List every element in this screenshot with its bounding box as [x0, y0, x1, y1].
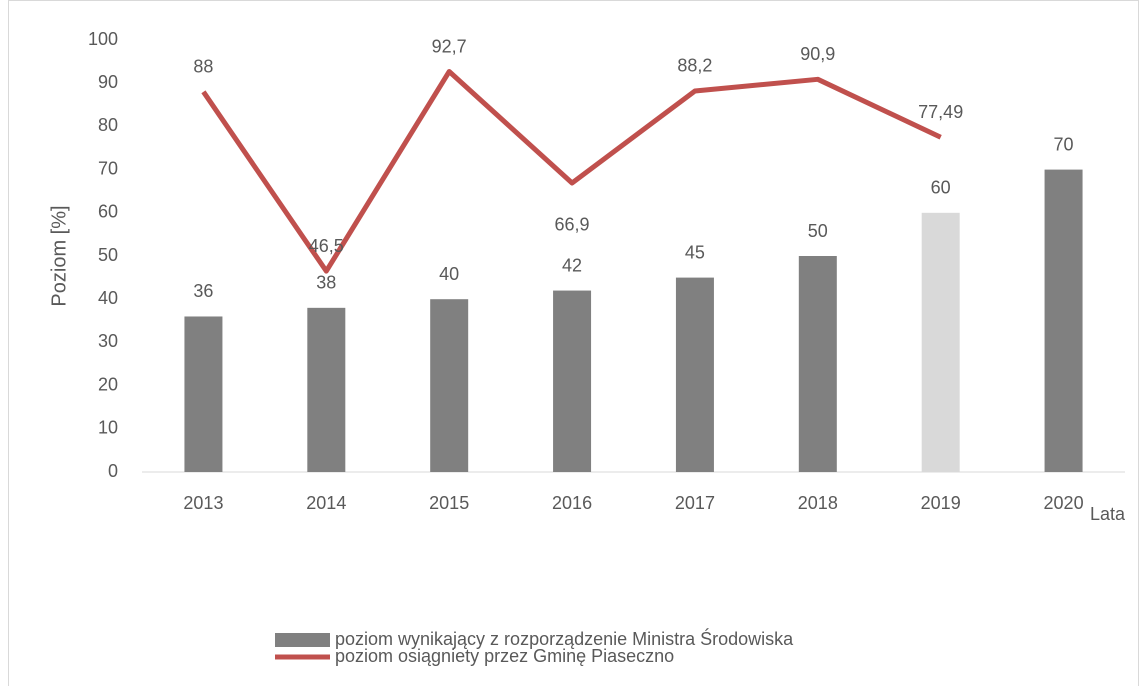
- y-tick-label: 10: [98, 418, 118, 438]
- legend-label: poziom osiągniety przez Gminę Piaseczno: [335, 646, 674, 666]
- line-value-label: 88: [193, 57, 213, 77]
- x-tick-label: 2017: [675, 493, 715, 513]
- x-tick-label: 2015: [429, 493, 469, 513]
- bar-value-label: 42: [562, 255, 582, 275]
- x-tick-label: 2014: [306, 493, 346, 513]
- line-value-label: 90,9: [800, 44, 835, 64]
- bar: [921, 212, 960, 473]
- bar: [1044, 169, 1083, 472]
- x-tick-label: 2016: [552, 493, 592, 513]
- bar-value-label: 45: [685, 242, 705, 262]
- x-axis-label: Lata: [1090, 504, 1126, 524]
- legend-swatch: [275, 633, 330, 647]
- bar-value-label: 40: [439, 264, 459, 284]
- line: [201, 69, 942, 274]
- bar-value-label: 70: [1054, 134, 1074, 154]
- x-tick-label: 2020: [1044, 493, 1084, 513]
- x-tick-label: 2013: [183, 493, 223, 513]
- bar-value-label: 36: [193, 281, 213, 301]
- line-value-label: 66,9: [555, 215, 590, 235]
- bar: [184, 316, 223, 472]
- y-axis-label: Poziom [%]: [48, 205, 70, 306]
- bar-value-label: 60: [931, 178, 951, 198]
- y-tick-label: 70: [98, 158, 118, 178]
- x-tick-label: 2019: [921, 493, 961, 513]
- bar: [553, 290, 592, 472]
- y-tick-label: 50: [98, 245, 118, 265]
- y-tick-label: 20: [98, 374, 118, 394]
- legend-label: poziom wynikający z rozporządzenie Minis…: [335, 628, 794, 649]
- y-tick-label: 90: [98, 72, 118, 92]
- x-tick-label: 2018: [798, 493, 838, 513]
- bar: [430, 299, 469, 472]
- line-value-label: 46,5: [309, 236, 344, 256]
- bar: [675, 277, 714, 472]
- line-value-label: 92,7: [432, 36, 467, 56]
- y-tick-label: 30: [98, 331, 118, 351]
- line-value-label: 77,49: [918, 102, 963, 122]
- bar: [798, 256, 837, 472]
- y-tick-label: 60: [98, 202, 118, 222]
- bar: [307, 307, 346, 472]
- y-tick-label: 40: [98, 288, 118, 308]
- bar-value-label: 50: [808, 221, 828, 241]
- y-tick-label: 80: [98, 115, 118, 135]
- line-value-label: 88,2: [677, 56, 712, 76]
- bar-value-label: 38: [316, 273, 336, 293]
- chart-frame: [8, 0, 1139, 686]
- y-tick-label: 100: [88, 29, 118, 49]
- y-tick-label: 0: [108, 461, 118, 481]
